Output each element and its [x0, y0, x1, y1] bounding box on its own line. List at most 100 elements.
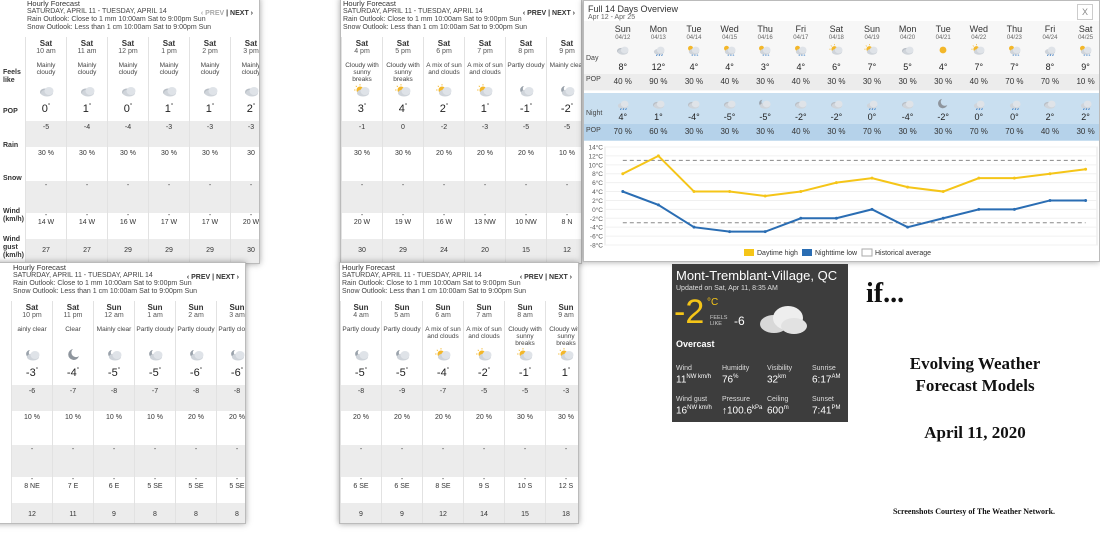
daytime-high-point	[1048, 172, 1052, 176]
gust-speed: 16	[676, 405, 688, 417]
night-pop-band	[584, 124, 1099, 140]
overview-night-pop: 30 %	[684, 127, 704, 136]
hour-pop: 10 %	[65, 414, 81, 421]
ceiling-number: 600	[767, 405, 784, 417]
hour-pop: 20 %	[188, 414, 204, 421]
sunset-ampm: PM	[831, 405, 841, 411]
degree-sign: °	[445, 103, 449, 110]
row-shade	[190, 121, 230, 147]
hour-day: Sat	[80, 39, 94, 48]
hour-feels-like: -3	[206, 124, 214, 131]
overview-day-column: Thu 04/23 7° 70 % 0° 70 %	[997, 21, 1033, 141]
prev-button[interactable]: ‹ PREV	[200, 10, 225, 17]
date-range: SATURDAY, APRIL 11 - TUESDAY, APRIL 14	[342, 272, 482, 279]
temperature-value: 3	[357, 103, 364, 115]
row-shade	[26, 181, 66, 213]
overview-day-name: Sun	[863, 24, 880, 34]
row-shade	[176, 503, 216, 523]
overview-day-pop: 30 %	[862, 77, 882, 86]
hour-wind-gust: 11	[69, 511, 77, 518]
hour-feels-like: -8	[192, 388, 200, 395]
nighttime-low-point	[977, 207, 981, 211]
hour-feels-like: -8	[233, 388, 241, 395]
hour-rain: -	[441, 446, 445, 453]
hour-wind-gust: 14	[480, 511, 488, 518]
hour-condition: Cloudy with sunny breaks	[386, 62, 420, 83]
rain-icon	[615, 97, 631, 111]
overview-night-pop: 30 %	[898, 127, 917, 136]
hour-day: Sat	[355, 39, 369, 48]
hour-rain: -	[208, 182, 212, 189]
sun-cloud-icon	[395, 84, 413, 98]
overview-day-column: Wed 04/22 7° 40 % 0° 70 %	[961, 21, 997, 141]
hour-day: Sat	[66, 303, 80, 312]
row-shade	[424, 181, 464, 213]
overview-night-pop: 30 %	[756, 127, 775, 136]
row-shade	[53, 385, 93, 411]
sun-cloud-icon	[354, 84, 372, 98]
wind-label: Wind	[676, 365, 692, 372]
prev-button[interactable]: ‹ PREV	[186, 274, 211, 281]
overview-day-column: Sat 04/25 9° 10 % 2° 30 %	[1068, 21, 1099, 141]
prev-button[interactable]: ‹ PREV	[519, 274, 544, 281]
prev-button[interactable]: ‹ PREV	[522, 10, 547, 17]
cloudy-icon	[120, 84, 138, 98]
hour-temperature: -4°	[53, 367, 93, 379]
pager: ‹ PREV | NEXT ›	[522, 10, 575, 17]
temperature-value: -2	[560, 103, 571, 115]
hour-condition: Mainly clear	[549, 62, 582, 69]
row-label-gust: Wind gust (km/h)	[3, 236, 24, 259]
overview-night-pop: 30 %	[934, 127, 953, 136]
temperature-value: -5	[395, 367, 406, 379]
sunset-value: 7:41PM	[812, 405, 840, 416]
row-shade	[423, 445, 463, 477]
hour-column: Sat 8 pm Partly cloudy -1° -5 20 % - -10 NW 15	[505, 37, 546, 263]
cloudy-icon	[202, 84, 220, 98]
hour-rain: -	[126, 182, 130, 189]
degree-sign: °	[129, 103, 133, 110]
next-button[interactable]: NEXT ›	[230, 10, 253, 17]
overview-night-temp: 2°	[1045, 112, 1055, 122]
hour-day: Sun	[435, 303, 451, 312]
panel-header: Hourly Forecast SATURDAY, APRIL 11 - TUES…	[342, 264, 578, 300]
hour-day: Sat	[121, 39, 135, 48]
close-button[interactable]: X	[1077, 4, 1093, 20]
overview-day-pop: 40 %	[720, 77, 739, 86]
temperature-value: -6	[189, 367, 200, 379]
hour-temperature: -5°	[94, 367, 134, 379]
hour-condition: Partly cloudy	[383, 326, 421, 333]
row-shade	[94, 445, 134, 477]
hour-temperature: 0°	[108, 103, 148, 115]
row-label-pop: POP	[3, 108, 18, 115]
overview-night-pop: 40 %	[1040, 127, 1060, 136]
hour-rain: -	[482, 446, 486, 453]
overview-date: 04/24	[1042, 35, 1058, 41]
overview-day-temp: 4°	[796, 62, 806, 72]
overview-date: 04/25	[1078, 35, 1094, 41]
next-button[interactable]: NEXT ›	[216, 274, 239, 281]
degree-sign: °	[567, 367, 571, 374]
hour-snow: -	[360, 212, 364, 219]
hour-pop: 20 %	[394, 414, 410, 421]
humidity-value: 76%	[722, 374, 738, 385]
row-shade	[217, 445, 245, 477]
next-button[interactable]: NEXT ›	[549, 274, 572, 281]
overview-day-name: Tue	[686, 24, 702, 34]
hour-wind: 20 W	[353, 219, 371, 226]
sun-cloud-icon	[477, 84, 495, 98]
row-shade	[465, 121, 505, 147]
moon-cloud-icon	[229, 348, 245, 362]
temperature-value: 1	[82, 103, 89, 115]
hour-wind-gust: 27	[42, 247, 50, 254]
sun-icon	[935, 43, 951, 55]
hour-wind: 5 SE	[147, 483, 163, 490]
temperature-chart: 14°C12°C10°C8°C6°C4°C2°C0°C-2°C-4°C-6°C-…	[588, 144, 1098, 257]
cloudy-icon	[243, 84, 259, 98]
row-shade	[382, 503, 422, 523]
hour-snow: -	[249, 212, 253, 219]
hour-snow: -	[194, 476, 198, 483]
overview-date: 04/15	[722, 35, 738, 41]
next-button[interactable]: NEXT ›	[552, 10, 575, 17]
